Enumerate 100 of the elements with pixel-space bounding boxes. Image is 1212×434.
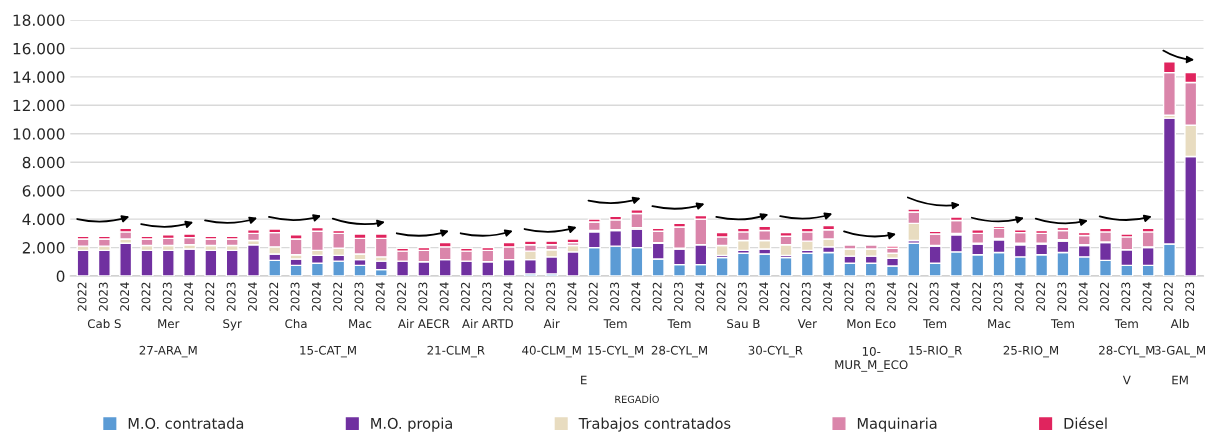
text: Air AECR (398, 318, 450, 329)
text: EM (1172, 375, 1188, 385)
y-tick-label: 12.000 (13, 99, 65, 112)
text: 28-CYL_M (651, 345, 707, 358)
x-tick-label: 2023 (162, 282, 172, 311)
x-tick-label: 2022 (716, 282, 726, 311)
text: 15-CAT_M (300, 345, 356, 358)
y-tick-label: 16.000 (13, 42, 65, 55)
y-tick-label: 18.000 (13, 14, 65, 26)
text: Air ARTD (462, 318, 513, 328)
x-tick-label: 2022 (972, 282, 982, 311)
x-tick-label: 2024 (503, 282, 513, 311)
text: Cha (285, 318, 307, 329)
text: Mac (349, 319, 372, 329)
x-tick-label: 2022 (844, 282, 854, 311)
text: E (581, 375, 587, 385)
x-tick-label: 2022 (780, 282, 790, 311)
x-tick-label: 2023 (482, 282, 492, 311)
x-tick-label: 2022 (205, 282, 215, 311)
x-tick-label: 2023 (1185, 282, 1195, 311)
text: Mac (988, 319, 1011, 329)
text: 28-CYL_M (1099, 345, 1155, 358)
x-tick-label: 2022 (141, 282, 151, 311)
x-tick-label: 2023 (1057, 282, 1067, 311)
text: Tem (667, 319, 691, 329)
x-tick-label: 2024 (120, 282, 130, 311)
x-tick-label: 2023 (929, 282, 939, 311)
text: Syr (223, 319, 242, 331)
x-tick-label: 2024 (950, 282, 960, 311)
x-tick-label: 2024 (1142, 282, 1152, 311)
x-tick-label: 2023 (1121, 282, 1131, 311)
y-tick-label: 8.000 (22, 156, 65, 169)
x-tick-label: 2023 (801, 282, 811, 311)
text: Sau B (727, 319, 760, 329)
text: Alb (1170, 318, 1189, 329)
x-tick-label: 2023 (674, 282, 683, 311)
legend-label: Maquinaria (857, 417, 937, 432)
x-tick-label: 2023 (226, 282, 236, 311)
x-tick-label: 2022 (269, 282, 279, 311)
text: 3-GAL_M (1154, 345, 1205, 358)
text: 25-RIO_M (1003, 345, 1058, 358)
x-tick-label: 2023 (290, 282, 300, 311)
y-tick-label: 2.000 (22, 242, 65, 254)
text: Tem (603, 319, 627, 329)
x-tick-label: 2023 (610, 282, 620, 311)
legend-label: M.O. contratada (128, 417, 244, 429)
text: 27-ARA_M (139, 345, 197, 358)
x-tick-label: 2024 (759, 282, 769, 311)
x-tick-label: 2022 (1036, 282, 1046, 311)
x-tick-label: 2022 (77, 282, 87, 311)
text: 15-CYL_M (588, 345, 644, 358)
x-tick-label: 2022 (908, 282, 918, 311)
legend-label: Diésel (1064, 417, 1107, 429)
x-tick-label: 2024 (823, 282, 833, 311)
y-tick-label: 10.000 (13, 128, 65, 140)
x-tick-label: 2023 (418, 282, 428, 311)
text: 40-CLM_M (522, 345, 581, 358)
x-tick-label: 2022 (524, 282, 534, 311)
text: 15-RIO_R (909, 345, 962, 358)
y-tick-label: 14.000 (13, 71, 65, 83)
text: Cab S (87, 318, 121, 329)
text: Tem (1114, 319, 1138, 329)
text: REGADÍO (615, 393, 659, 404)
x-tick-label: 2024 (439, 282, 449, 311)
x-tick-label: 2022 (588, 282, 598, 311)
text: V (1122, 375, 1131, 385)
x-tick-label: 2023 (98, 282, 108, 311)
text: Air (543, 318, 560, 328)
x-tick-label: 2022 (460, 282, 470, 311)
y-tick-label: 6.000 (22, 185, 65, 197)
text: Mer (158, 319, 180, 329)
text: Tem (1050, 319, 1074, 329)
x-tick-label: 2024 (631, 282, 641, 311)
x-tick-label: 2022 (397, 282, 407, 311)
x-tick-label: 2023 (354, 282, 364, 311)
x-tick-label: 2024 (1014, 282, 1024, 311)
x-tick-label: 2024 (311, 282, 321, 311)
x-tick-label: 2023 (993, 282, 1003, 311)
legend-label: M.O. propia (371, 417, 452, 432)
text: 21-CLM_R (427, 345, 485, 358)
text: 30-CYL_R (748, 345, 803, 358)
x-tick-label: 2024 (887, 282, 896, 311)
legend-label: Trabajos contratados (578, 417, 731, 432)
text: Tem (923, 319, 947, 329)
x-tick-label: 2022 (1100, 282, 1109, 311)
text: Ver (797, 319, 817, 329)
y-tick-label: 4.000 (22, 213, 65, 226)
x-tick-label: 2023 (546, 282, 556, 311)
x-tick-label: 2023 (865, 282, 875, 311)
x-tick-label: 2022 (1163, 282, 1173, 311)
x-tick-label: 2024 (695, 282, 705, 311)
x-tick-label: 2023 (737, 282, 747, 311)
y-tick-label: 0 (56, 270, 65, 283)
x-tick-label: 2022 (333, 282, 343, 311)
x-tick-label: 2024 (1078, 282, 1088, 311)
text: 10-MUR_M_ECO (835, 346, 908, 372)
text: Mon Eco (847, 319, 896, 329)
x-tick-label: 2024 (247, 282, 257, 311)
x-tick-label: 2024 (375, 282, 385, 311)
x-tick-label: 2024 (567, 282, 577, 311)
